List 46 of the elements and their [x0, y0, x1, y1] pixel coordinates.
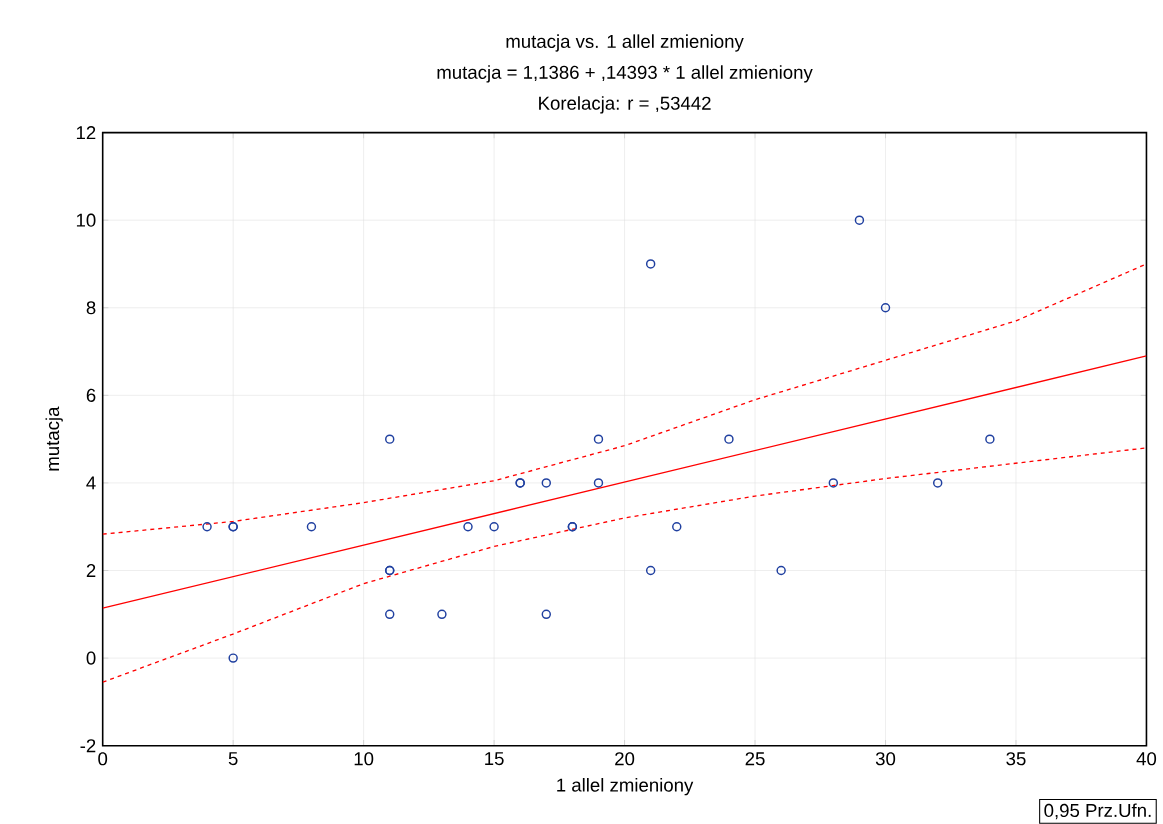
y-tick-label: 0	[86, 651, 96, 665]
point	[724, 434, 734, 444]
chart-subtitle: mutacja = 1,1386 + ,14393 * 1 allel zmieniony	[437, 65, 813, 83]
point	[385, 434, 395, 444]
point	[985, 434, 995, 444]
y-tick-label: 8	[86, 300, 96, 315]
point	[306, 521, 317, 532]
text: 0,95 Prz.Ufn.	[1044, 803, 1151, 820]
point	[489, 521, 499, 532]
y-tick-label: 4	[86, 476, 96, 490]
point	[932, 477, 943, 488]
x-tick-label: 40	[1136, 751, 1157, 766]
x-tick-label: 0	[98, 751, 108, 766]
x-tick-label: 25	[745, 751, 765, 766]
point	[385, 609, 395, 619]
point	[541, 609, 552, 619]
x-axis-title: 1 allel zmieniony	[557, 777, 694, 796]
point	[645, 565, 656, 576]
x-tick-label: 35	[1006, 751, 1026, 766]
y-axis-title: mutacja	[45, 406, 63, 471]
point	[593, 434, 604, 444]
y-tick-label: -2	[80, 738, 96, 752]
point	[463, 521, 473, 532]
x-tick-label: 5	[228, 751, 238, 765]
x-tick-label: 20	[615, 751, 635, 766]
x-tick-label: 10	[354, 751, 374, 766]
point	[593, 477, 604, 488]
point	[828, 477, 839, 488]
y-tick-label: 10	[76, 213, 96, 227]
text: Korelacja: r = ,53442	[539, 95, 711, 114]
point	[645, 259, 656, 269]
line-series	[102, 263, 1147, 535]
point	[672, 521, 682, 532]
point	[854, 215, 865, 225]
point	[880, 302, 891, 313]
chart-title: mutacja vs. 1 allel zmieniony	[506, 34, 744, 52]
y-tick-label: 2	[86, 563, 96, 577]
x-tick-label: 15	[485, 751, 504, 765]
x-tick-label: 30	[875, 751, 896, 766]
y-tick-label: 6	[86, 388, 96, 402]
point	[776, 565, 786, 576]
point	[437, 609, 447, 619]
point	[228, 653, 238, 663]
point	[541, 477, 552, 488]
point	[202, 521, 212, 532]
y-tick-label: 12	[76, 125, 96, 139]
